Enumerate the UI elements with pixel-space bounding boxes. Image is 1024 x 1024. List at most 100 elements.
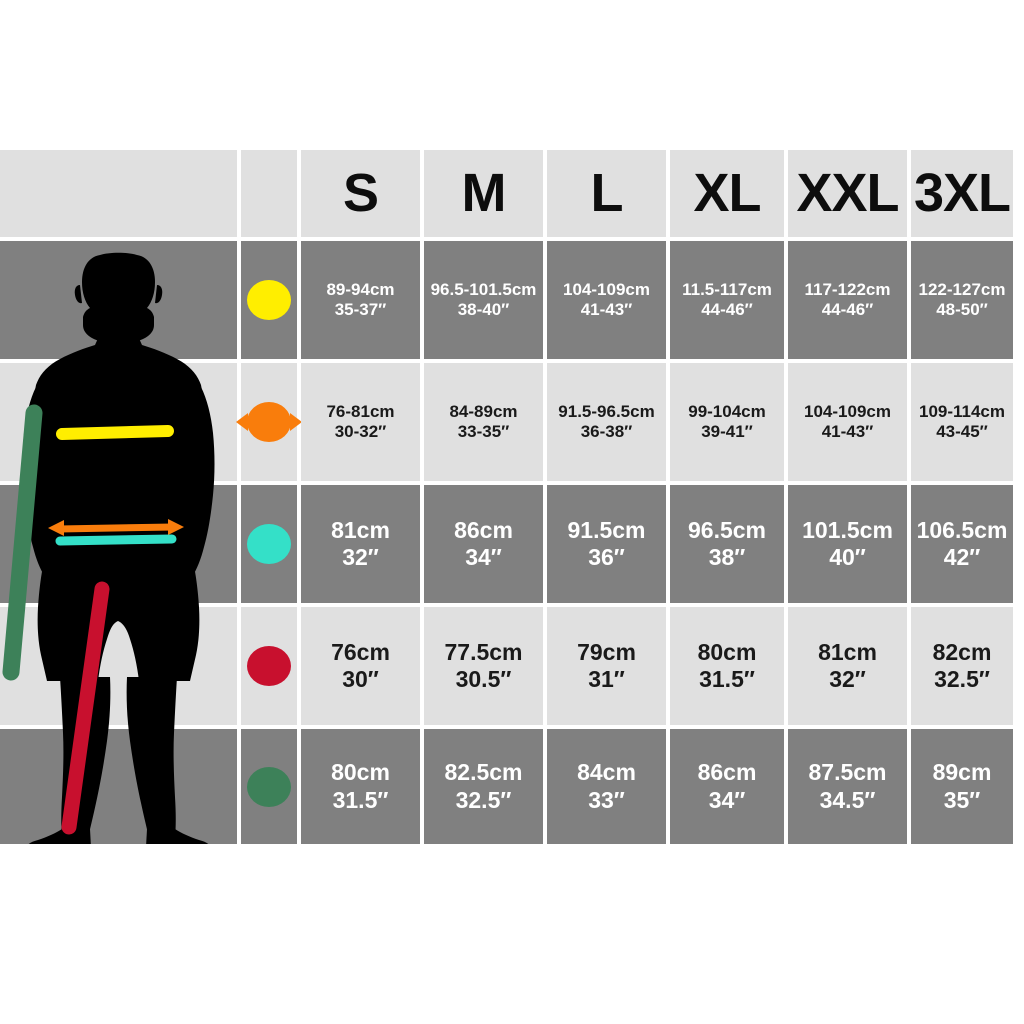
figure-band-5 [0, 729, 237, 844]
measurement-cell: 82.5cm 32.5″ [424, 729, 543, 844]
header-figure-cell [0, 150, 237, 237]
measurement-cell: 87.5cm 34.5″ [788, 729, 907, 844]
measurement-inches: 32″ [829, 666, 866, 692]
header-size-m: M [424, 150, 543, 237]
measurement-inches: 39-41″ [701, 422, 753, 441]
measurement-cm: 80cm [331, 759, 390, 786]
measurement-cell: 86cm 34″ [424, 485, 543, 603]
measurement-cm: 117-122cm [804, 279, 891, 299]
measurement-row: 80cm 31.5″ 82.5cm 32.5″ 84cm 33″ 86cm 34″ 87.5cm… [0, 729, 1013, 844]
size-label-3xl: 3XL [913, 162, 1011, 223]
measurement-cm: 76cm [331, 638, 390, 665]
chest-marker-cell [241, 241, 297, 359]
measurement-cell: 109-114cm 43-45″ [911, 363, 1013, 481]
waist-marker-icon [236, 402, 302, 442]
measurement-cm: 81cm [818, 638, 877, 665]
measurement-inches: 38″ [708, 544, 746, 570]
measurement-inches: 32.5″ [934, 666, 990, 692]
measurement-cell: 80cm 31.5″ [670, 607, 784, 725]
measurement-inches: 32″ [342, 544, 379, 570]
measurement-inches: 34″ [465, 544, 502, 570]
inseam-marker-icon [247, 646, 291, 686]
measurement-cm: 79cm [577, 638, 636, 665]
measurement-cm: 77.5cm [444, 638, 523, 665]
measurement-cell: 80cm 31.5″ [301, 729, 420, 844]
measurement-cell: 91.5-96.5cm 36-38″ [547, 363, 666, 481]
measurement-row: 89-94cm 35-37″ 96.5-101.5cm 38-40″ 104-109cm… [0, 241, 1013, 359]
inseam-marker-cell [241, 607, 297, 725]
measurement-inches: 35″ [943, 786, 981, 813]
measurement-inches: 41-43″ [821, 422, 874, 441]
body-figure-panel [0, 241, 237, 844]
measurement-cell: 82cm 32.5″ [911, 607, 1013, 725]
measurement-cm: 87.5cm [808, 759, 887, 786]
measurement-cm: 89cm [932, 759, 992, 786]
measurement-inches: 30″ [342, 666, 379, 692]
size-label-xxl: XXL [796, 162, 899, 223]
measurement-cm: 81cm [331, 516, 390, 543]
measurement-inches: 33″ [588, 786, 625, 813]
measurement-cm: 101.5cm [802, 516, 893, 543]
measurement-cell: 101.5cm 40″ [788, 485, 907, 603]
measurement-cm: 104-109cm [804, 401, 891, 421]
measurement-cell: 76cm 30″ [301, 607, 420, 725]
measurement-cell: 89-94cm 35-37″ [301, 241, 420, 359]
measurement-cm: 80cm [697, 638, 757, 665]
sleeve-marker-cell [241, 729, 297, 844]
measurement-cell: 106.5cm 42″ [911, 485, 1013, 603]
measurement-inches: 44-46″ [821, 300, 874, 319]
measurement-cm: 84cm [577, 759, 636, 786]
measurement-cm: 76-81cm [326, 401, 395, 421]
measurement-cm: 89-94cm [326, 279, 395, 299]
measurement-cell: 81cm 32″ [301, 485, 420, 603]
male-body-silhouette-back-view [2, 252, 215, 844]
measurement-cell: 86cm 34″ [670, 729, 784, 844]
size-label-xl: XL [693, 162, 761, 223]
measurement-cm: 109-114cm [918, 401, 1006, 421]
header-size-l: L [547, 150, 666, 237]
measurement-cm: 122-127cm [918, 279, 1006, 299]
measurement-cm: 96.5cm [687, 516, 766, 543]
measurement-row: 76-81cm 30-32″ 84-89cm 33-35″ 91.5-96.5cm 36-… [0, 363, 1013, 481]
measurement-inches: 36-38″ [580, 422, 633, 441]
measurement-cell: 104-109cm 41-43″ [547, 241, 666, 359]
measurement-cell: 91.5cm 36″ [547, 485, 666, 603]
measurement-row: 81cm 32″ 86cm 34″ 91.5cm 36″ 96.5cm 38″ 101.5cm 4… [0, 485, 1013, 603]
measurement-inches: 48-50″ [936, 300, 988, 319]
waist-marker-cell [236, 363, 302, 481]
measurement-cell: 81cm 32″ [788, 607, 907, 725]
measurement-cell: 89cm 35″ [911, 729, 1013, 844]
measurement-cm: 104-109cm [563, 279, 650, 299]
measurement-cm: 11.5-117cm [682, 279, 772, 299]
header-size-xxl: XXL [788, 150, 907, 237]
size-chart-header-row: S M L XL XXL 3XL [0, 150, 1013, 237]
measurement-cm: 99-104cm [688, 401, 766, 421]
measurement-inches: 30-32″ [334, 422, 387, 441]
hip-marker-icon [247, 524, 291, 564]
measurement-cm: 106.5cm [916, 516, 1008, 543]
measurement-cell: 84cm 33″ [547, 729, 666, 844]
measurement-inches: 34.5″ [819, 786, 876, 813]
measurement-inches: 33-35″ [457, 422, 510, 441]
header-size-xl: XL [670, 150, 784, 237]
size-chart: S M L XL XXL 3XL [0, 150, 1013, 844]
measurement-inches: 36″ [588, 544, 625, 570]
measurement-cm: 82.5cm [444, 759, 523, 786]
measurement-inches: 31″ [588, 666, 625, 692]
measurement-cell: 117-122cm 44-46″ [788, 241, 907, 359]
measurement-inches: 42″ [943, 544, 981, 570]
measurement-cell: 79cm 31″ [547, 607, 666, 725]
chest-marker-icon [247, 280, 291, 320]
measurement-cell: 104-109cm 41-43″ [788, 363, 907, 481]
measurement-inches: 32.5″ [455, 786, 512, 813]
sleeve-length-guide [2, 404, 43, 681]
measurement-inches: 40″ [829, 544, 866, 570]
measurement-inches: 35-37″ [334, 300, 387, 319]
measurement-cm: 96.5-101.5cm [430, 279, 537, 299]
measurement-cell: 11.5-117cm 44-46″ [670, 241, 784, 359]
measurement-cell: 122-127cm 48-50″ [911, 241, 1013, 359]
measurement-cell: 96.5cm 38″ [670, 485, 784, 603]
measurement-inches: 44-46″ [701, 300, 753, 319]
measurement-inches: 34″ [708, 786, 746, 813]
measurement-row: 76cm 30″ 77.5cm 30.5″ 79cm 31″ 80cm 31.5″ 81cm 32… [0, 607, 1013, 725]
